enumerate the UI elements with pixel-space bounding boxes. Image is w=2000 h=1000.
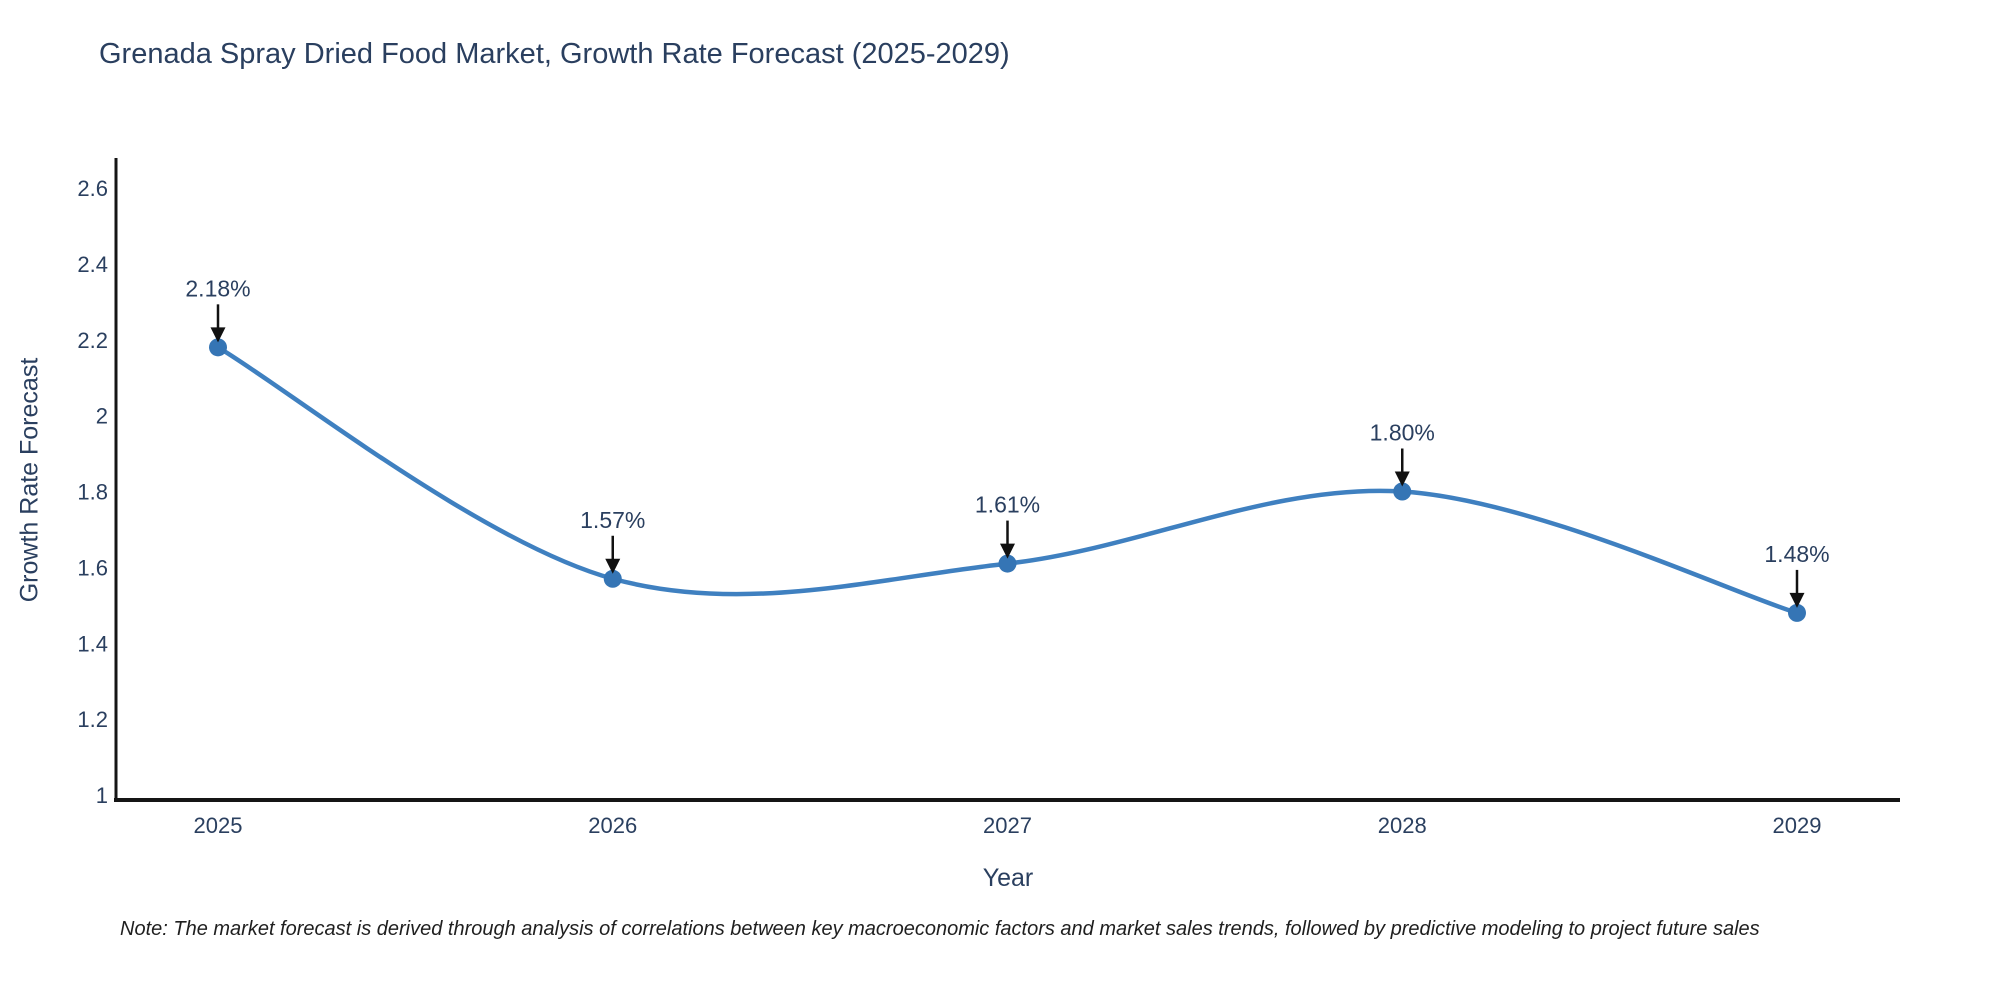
x-tick-label: 2029 xyxy=(1773,813,1822,838)
annotation-arrowhead-icon xyxy=(605,558,621,574)
y-tick-label: 1 xyxy=(96,783,108,808)
x-tick-label: 2025 xyxy=(194,813,243,838)
data-point-marker[interactable] xyxy=(209,338,227,357)
data-point-marker[interactable] xyxy=(998,554,1017,573)
x-axis-title: Year xyxy=(982,864,1034,892)
x-tick-label: 2026 xyxy=(588,813,637,838)
annotation-arrowhead-icon xyxy=(1000,543,1015,559)
y-tick-label: 2.6 xyxy=(77,176,108,201)
data-point-label: 1.57% xyxy=(580,507,645,533)
y-tick-label: 1.6 xyxy=(77,555,108,580)
annotation-arrowhead-icon xyxy=(1789,592,1805,608)
x-tick-label: 2028 xyxy=(1378,813,1427,838)
y-axis-title: Growth Rate Forecast xyxy=(15,357,44,603)
y-tick-label: 1.2 xyxy=(77,707,108,732)
y-tick-label: 1.4 xyxy=(77,631,108,656)
y-tick-label: 2.2 xyxy=(77,328,108,353)
data-point-label: 2.18% xyxy=(185,275,250,301)
y-tick-label: 2.4 xyxy=(77,252,108,277)
data-point-label: 1.80% xyxy=(1370,420,1435,446)
data-point-marker[interactable] xyxy=(1393,482,1412,501)
data-point-label: 1.48% xyxy=(1764,541,1829,567)
forecast-line xyxy=(215,345,1800,616)
annotation-arrowhead-icon xyxy=(210,327,226,343)
y-tick-label: 2 xyxy=(96,404,108,429)
chart-note: Note: The market forecast is derived thr… xyxy=(120,918,1760,940)
chart-title: Grenada Spray Dried Food Market, Growth … xyxy=(99,38,1010,70)
data-point-marker[interactable] xyxy=(603,569,622,588)
data-point-label: 1.61% xyxy=(975,492,1040,518)
x-tick-label: 2027 xyxy=(983,813,1032,838)
y-tick-label: 1.8 xyxy=(77,480,108,505)
annotation-arrowhead-icon xyxy=(1394,471,1410,487)
data-point-marker[interactable] xyxy=(1788,603,1806,622)
